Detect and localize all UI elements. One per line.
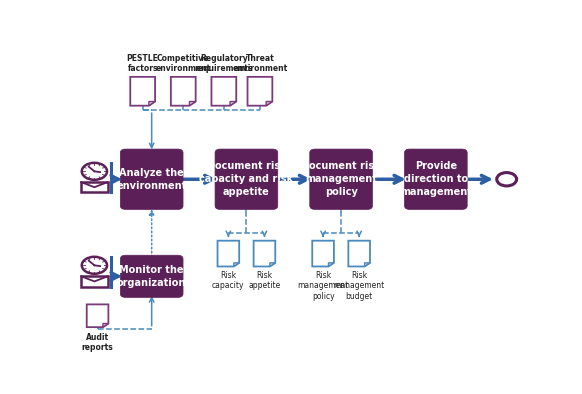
Text: Risk
management
budget: Risk management budget <box>333 271 385 301</box>
FancyBboxPatch shape <box>120 255 183 297</box>
FancyBboxPatch shape <box>310 149 372 210</box>
Text: PESTLE
factors: PESTLE factors <box>127 54 159 73</box>
FancyBboxPatch shape <box>120 149 183 210</box>
FancyBboxPatch shape <box>215 149 278 210</box>
Text: Provide
direction to
management: Provide direction to management <box>400 162 472 197</box>
Polygon shape <box>266 102 272 106</box>
Text: Threat
environment: Threat environment <box>232 54 288 73</box>
Polygon shape <box>328 263 334 266</box>
Polygon shape <box>103 323 108 327</box>
Circle shape <box>81 163 107 180</box>
Polygon shape <box>190 102 196 106</box>
Text: Risk
management
policy: Risk management policy <box>297 271 349 301</box>
Polygon shape <box>364 263 370 266</box>
Text: Risk
capacity: Risk capacity <box>212 271 244 290</box>
Polygon shape <box>313 241 334 266</box>
Text: Analyze the
environment: Analyze the environment <box>116 168 187 191</box>
Polygon shape <box>218 241 239 266</box>
Polygon shape <box>349 241 370 266</box>
Text: Document risk
capacity and risk
appetite: Document risk capacity and risk appetite <box>200 162 293 197</box>
Text: Audit
reports: Audit reports <box>81 333 113 352</box>
Circle shape <box>497 173 517 186</box>
Polygon shape <box>130 77 155 106</box>
Polygon shape <box>87 305 108 327</box>
Text: Monitor the
organization: Monitor the organization <box>117 265 186 288</box>
Text: Document risk
management
policy: Document risk management policy <box>301 162 381 197</box>
Polygon shape <box>171 77 196 106</box>
Polygon shape <box>234 263 239 266</box>
FancyBboxPatch shape <box>81 182 108 192</box>
FancyBboxPatch shape <box>404 149 467 210</box>
Text: Regulatory
requirements: Regulatory requirements <box>194 54 253 73</box>
Polygon shape <box>211 77 236 106</box>
Polygon shape <box>230 102 236 106</box>
Circle shape <box>81 257 107 274</box>
Polygon shape <box>149 102 155 106</box>
Polygon shape <box>270 263 275 266</box>
Text: Competitive
environment: Competitive environment <box>155 54 211 73</box>
Polygon shape <box>247 77 272 106</box>
FancyBboxPatch shape <box>81 276 108 286</box>
Text: Risk
appetite: Risk appetite <box>249 271 281 290</box>
Polygon shape <box>254 241 275 266</box>
